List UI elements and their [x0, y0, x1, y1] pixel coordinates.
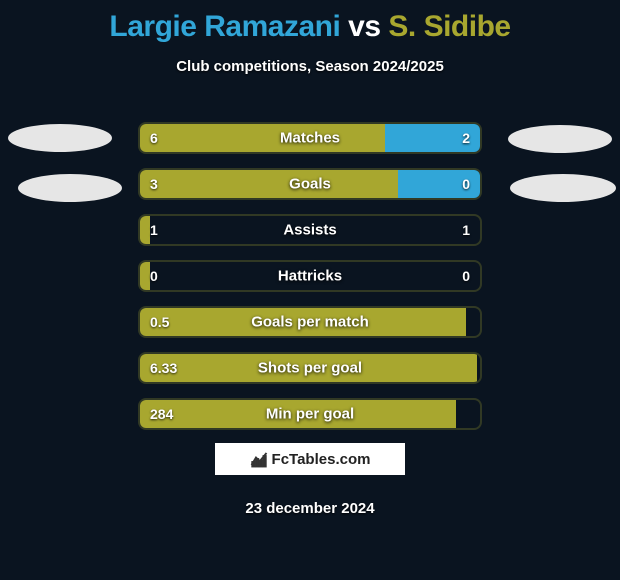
decoration-ellipse [18, 174, 122, 202]
brand-badge: FcTables.com [215, 443, 405, 475]
stat-label: Hattricks [140, 268, 480, 285]
date-text: 23 december 2024 [0, 500, 620, 517]
decoration-ellipse [8, 124, 112, 152]
stat-bar-row: 00Hattricks [138, 260, 482, 292]
stat-label: Shots per goal [140, 360, 480, 377]
stat-label: Goals [140, 176, 480, 193]
stat-bar-row: 62Matches [138, 122, 482, 154]
comparison-title: Largie Ramazani vs S. Sidibe [0, 0, 620, 44]
vs-text: vs [348, 10, 380, 43]
brand-text: FcTables.com [272, 451, 371, 468]
stat-label: Goals per match [140, 314, 480, 331]
stat-bar-row: 30Goals [138, 168, 482, 200]
stat-bars: 62Matches 30Goals 11Assists 00Hattricks 0.5G… [138, 122, 482, 444]
stat-bar-row: 6.33Shots per goal [138, 352, 482, 384]
chart-icon [250, 450, 268, 468]
player2-name: S. Sidibe [388, 10, 510, 43]
stat-bar-row: 11Assists [138, 214, 482, 246]
stat-label: Matches [140, 130, 480, 147]
decoration-ellipse [508, 125, 612, 153]
stat-bar-row: 0.5Goals per match [138, 306, 482, 338]
player1-name: Largie Ramazani [109, 10, 340, 43]
stat-label: Min per goal [140, 406, 480, 423]
stat-bar-row: 284Min per goal [138, 398, 482, 430]
subtitle: Club competitions, Season 2024/2025 [0, 58, 620, 75]
decoration-ellipse [510, 174, 616, 202]
stat-label: Assists [140, 222, 480, 239]
